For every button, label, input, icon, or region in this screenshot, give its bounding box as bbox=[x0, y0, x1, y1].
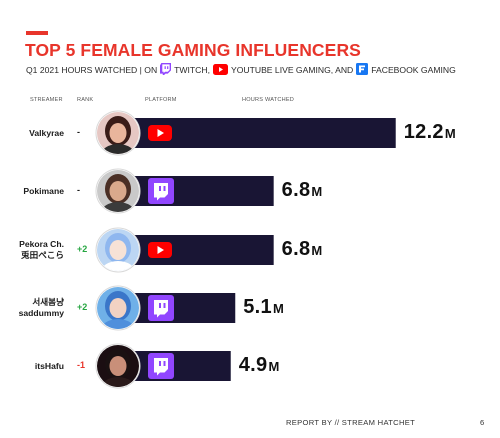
value-label: 12.2M bbox=[404, 121, 456, 144]
streamer-name-line: itsHafu bbox=[34, 360, 64, 371]
rank-change: +2 bbox=[77, 244, 88, 254]
subtitle-prefix: Q1 2021 HOURS WATCHED | ON bbox=[26, 65, 158, 75]
avatar-valkyrae bbox=[95, 110, 141, 156]
header-platform: PLATFORM bbox=[145, 97, 177, 103]
value-number: 5.1 bbox=[243, 296, 272, 318]
value-label: 4.9M bbox=[239, 354, 280, 377]
twitch-icon bbox=[148, 353, 174, 379]
header-hours-watched: HOURS WATCHED bbox=[242, 97, 295, 103]
rank-change: -1 bbox=[77, 360, 86, 370]
streamer-name-line: 서새봄냥 bbox=[32, 297, 64, 307]
rank-change: +2 bbox=[77, 302, 88, 312]
streamer-name-line: Pekora Ch. bbox=[19, 239, 64, 249]
chart-title: TOP 5 FEMALE GAMING INFLUENCERS bbox=[25, 40, 361, 60]
streamer-name-line: Pokimane bbox=[23, 185, 64, 196]
streamer-name-line: saddummy bbox=[18, 308, 64, 318]
youtube-icon bbox=[148, 242, 172, 258]
value-number: 6.8 bbox=[281, 238, 311, 260]
value-unit: M bbox=[311, 243, 323, 258]
avatar-pokimane bbox=[95, 168, 141, 214]
value-label: 6.8M bbox=[282, 238, 323, 261]
youtube-icon bbox=[148, 125, 172, 141]
streamer-name: Valkyrae bbox=[29, 128, 64, 139]
rank-change: - bbox=[77, 185, 80, 195]
twitch-icon bbox=[148, 178, 174, 204]
value-unit: M bbox=[311, 184, 323, 199]
report-credit: REPORT BY // STREAM HATCHET bbox=[286, 418, 416, 427]
bar-- bbox=[120, 235, 274, 265]
streamer-name: 서새봄냥 saddummy bbox=[19, 297, 64, 319]
value-number: 12.2 bbox=[403, 121, 444, 143]
header-streamer: STREAMER bbox=[30, 97, 63, 103]
streamer-name: Pokimane bbox=[23, 186, 64, 197]
twitch-icon bbox=[148, 295, 174, 321]
header-rank: RANK bbox=[77, 97, 94, 103]
value-number: 4.9 bbox=[238, 354, 268, 376]
avatar-saddummy bbox=[95, 285, 141, 331]
twitch-icon bbox=[160, 63, 172, 77]
rank-change: - bbox=[77, 127, 80, 137]
bar-pokimane bbox=[120, 176, 274, 206]
streamer-name-line: Valkyrae bbox=[29, 127, 64, 138]
value-unit: M bbox=[272, 301, 285, 316]
youtube-icon bbox=[212, 63, 228, 77]
title-accent-bar bbox=[26, 31, 48, 35]
subtitle-twitch: TWITCH, bbox=[174, 65, 210, 75]
avatar-pekora bbox=[95, 227, 141, 273]
subtitle-facebook: FACEBOOK GAMING bbox=[371, 65, 456, 75]
facebook-gaming-icon bbox=[356, 63, 369, 77]
subtitle-youtube: YOUTUBE LIVE GAMING, AND bbox=[230, 65, 354, 75]
page-number: 6 bbox=[480, 418, 485, 427]
streamer-name: Pekora Ch. 兎田ぺこら bbox=[19, 239, 64, 261]
value-label: 5.1M bbox=[243, 296, 284, 319]
value-unit: M bbox=[268, 359, 280, 374]
value-label: 6.8M bbox=[282, 179, 323, 202]
streamer-name: itsHafu bbox=[35, 361, 64, 372]
streamer-name-line: 兎田ぺこら bbox=[21, 250, 64, 260]
value-number: 6.8 bbox=[281, 179, 311, 201]
avatar-itshafu bbox=[95, 343, 141, 389]
value-unit: M bbox=[444, 126, 456, 141]
chart-subtitle: Q1 2021 HOURS WATCHED | ON TWITCH, YOUTU… bbox=[26, 62, 456, 78]
